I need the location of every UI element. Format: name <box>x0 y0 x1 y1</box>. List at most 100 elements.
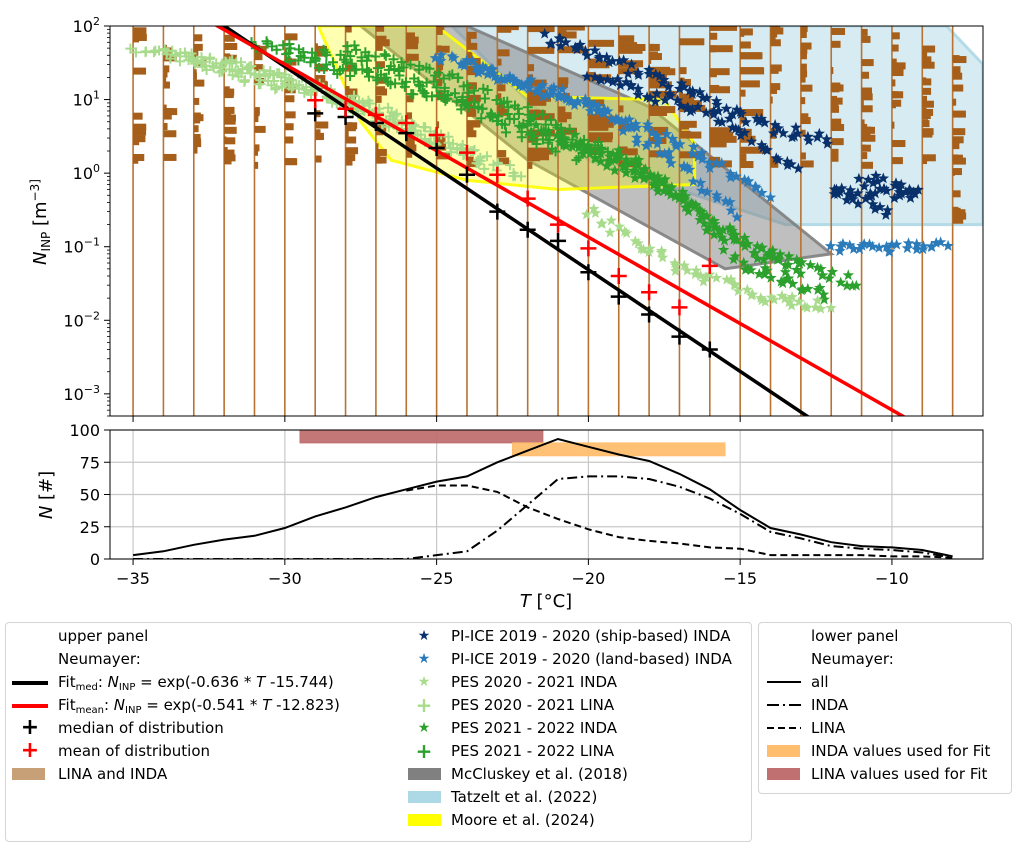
star-marker <box>756 139 768 150</box>
histogram-bar <box>740 41 751 49</box>
star-marker <box>704 162 716 174</box>
star-marker <box>751 112 763 124</box>
lower-panel: 0 25 50 75 100 −35 −30 −25 −20 −15 −10 N [#] T [°… <box>36 421 984 612</box>
star-marker <box>650 68 662 80</box>
plus-marker <box>278 40 289 51</box>
star-marker <box>718 234 731 246</box>
star-marker <box>911 238 923 249</box>
star-marker <box>598 103 611 115</box>
star-marker <box>670 140 682 152</box>
histogram-bar <box>466 42 478 50</box>
star-marker <box>862 173 874 185</box>
histogram-bar <box>163 153 177 161</box>
star-marker <box>678 81 690 93</box>
star-marker <box>467 55 479 67</box>
star-icon: ★ <box>417 674 431 690</box>
plus-marker <box>310 53 321 64</box>
histogram-bar <box>163 112 172 120</box>
plus-marker <box>531 139 542 150</box>
plus-marker <box>186 48 197 59</box>
legend-dataset-text: PES 2020 - 2021 LINA <box>451 696 615 714</box>
histogram-bar <box>284 136 294 144</box>
histogram-bar <box>709 128 716 136</box>
star-marker <box>683 163 696 175</box>
x-tick-label: −25 <box>420 569 454 588</box>
plus-marker <box>391 108 402 119</box>
plus-marker <box>337 100 354 117</box>
solid-line-icon <box>767 681 801 683</box>
orange-patch-icon <box>767 740 803 762</box>
star-marker <box>745 264 757 276</box>
black-line-icon <box>12 671 48 693</box>
plus-marker <box>149 47 160 58</box>
star-marker <box>692 150 704 162</box>
star-marker <box>560 36 572 48</box>
plus-marker <box>438 73 449 84</box>
plus-marker <box>519 190 536 207</box>
legend-fit-mean-text: Fitmean: NINP = exp(-0.541 * T -12.823) <box>58 696 340 716</box>
histogram-bar <box>770 39 781 47</box>
plus-marker <box>285 43 296 54</box>
patch-icon <box>406 786 442 808</box>
star-marker <box>589 71 601 83</box>
star-marker <box>435 55 447 66</box>
star-marker <box>635 169 647 180</box>
plus-marker <box>286 74 297 85</box>
star-marker <box>725 273 737 285</box>
histogram-bar <box>406 95 414 103</box>
star-marker <box>659 173 671 185</box>
star-marker <box>574 136 587 147</box>
star-marker <box>724 223 736 235</box>
star-marker <box>726 108 739 120</box>
histogram-bar <box>224 126 237 134</box>
histogram-bar <box>375 26 385 32</box>
legend-lower-subtitle-text: Neumayer: <box>811 650 894 668</box>
star-marker <box>852 187 864 199</box>
star-marker <box>856 239 868 251</box>
star-marker <box>732 124 745 135</box>
legend-dataset-text: PI-ICE 2019 - 2020 (land-based) INDA <box>451 650 732 668</box>
star-marker <box>904 185 917 197</box>
star-marker <box>461 54 473 65</box>
star-marker <box>739 231 751 243</box>
histogram-bar <box>436 27 443 35</box>
star-marker <box>446 50 458 62</box>
histogram-bar <box>497 49 510 57</box>
star-marker <box>732 285 744 297</box>
star-marker <box>742 238 754 249</box>
plus-marker <box>293 83 304 94</box>
histogram-bar <box>740 146 766 154</box>
y-tick-label: 101 <box>73 89 100 110</box>
star-marker <box>644 92 656 103</box>
star-marker <box>858 180 870 192</box>
star-marker <box>817 288 830 300</box>
star-marker <box>753 115 765 127</box>
star-marker <box>581 49 593 61</box>
star-marker <box>671 94 684 106</box>
plus-marker <box>550 146 561 157</box>
histogram-bar <box>436 45 442 53</box>
star-marker <box>834 245 846 256</box>
star-marker <box>779 266 792 277</box>
star-marker <box>593 144 605 156</box>
star-marker <box>751 252 764 264</box>
plus-marker <box>196 57 207 68</box>
plus-marker <box>641 284 658 301</box>
plus-marker <box>270 84 281 95</box>
histogram-bar <box>527 161 533 169</box>
upper-panel: 10−3 10−2 10−1 100 101 102 NINP [m−3] <box>28 15 984 422</box>
histogram-bar <box>679 120 697 128</box>
plus-marker <box>398 62 409 73</box>
star-marker <box>584 105 597 116</box>
histogram-bar <box>466 130 477 138</box>
star-marker <box>595 147 607 159</box>
histogram-bar <box>163 76 167 84</box>
histogram-bar <box>224 149 235 157</box>
histogram-bar <box>466 156 474 164</box>
histogram-bar <box>891 121 895 129</box>
rose-patch-icon <box>767 763 803 785</box>
star-marker <box>677 185 689 197</box>
star-marker <box>847 193 859 205</box>
histogram-bar <box>315 133 323 141</box>
x-tick-label: −35 <box>116 569 150 588</box>
